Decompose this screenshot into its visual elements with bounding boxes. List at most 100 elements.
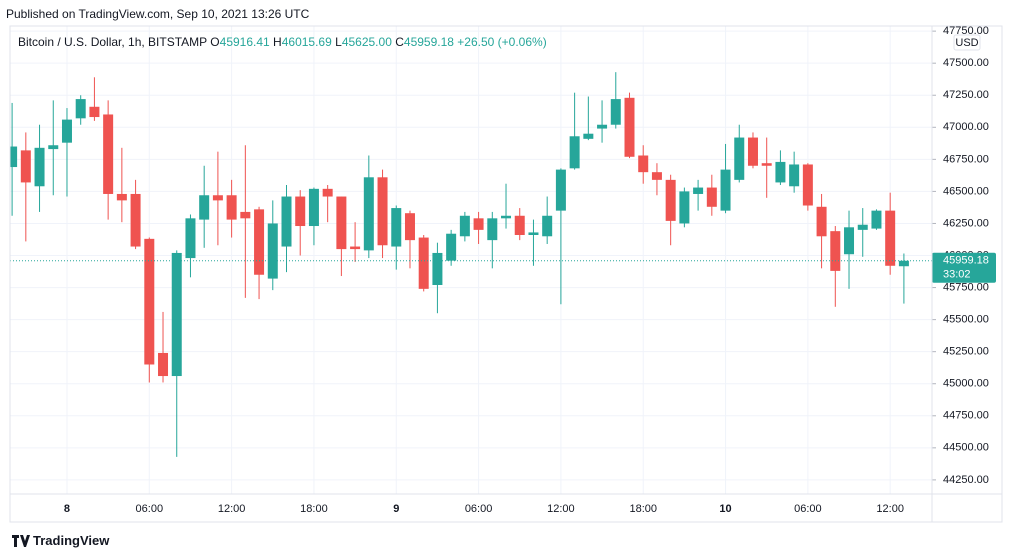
candle-body: [103, 114, 114, 194]
y-tick-label: 46250.00: [943, 217, 989, 229]
published-note: Published on TradingView.com, Sep 10, 20…: [6, 7, 310, 21]
legend-label: H: [273, 35, 282, 49]
legend-value: 45916.41: [219, 35, 270, 49]
candle-body: [501, 215, 512, 219]
candle-body: [281, 196, 292, 247]
legend-label: O: [210, 35, 220, 49]
candle-body: [857, 224, 868, 230]
candles: [10, 72, 932, 457]
grid: [10, 26, 932, 494]
candle-body: [350, 246, 361, 250]
x-tick-label: 12:00: [876, 503, 904, 515]
candle-body: [130, 193, 141, 247]
x-tick-label: 9: [393, 503, 399, 515]
candle-body: [734, 137, 745, 180]
candle-body: [693, 187, 704, 194]
x-tick-label: 8: [64, 503, 70, 515]
logo: [12, 535, 30, 547]
candle-body: [651, 172, 662, 180]
legend-value: 46015.69: [281, 35, 332, 49]
candle-body: [254, 209, 265, 275]
candle-body: [20, 150, 31, 183]
candle-body: [185, 218, 196, 259]
candle-body: [555, 169, 566, 211]
candle-body: [322, 188, 333, 197]
candle-body: [116, 193, 127, 201]
candle-body: [775, 161, 786, 183]
y-tick-label: 44250.00: [943, 474, 989, 486]
x-tick-label: 06:00: [465, 503, 493, 515]
x-tick-label: 06:00: [794, 503, 822, 515]
candle-body: [10, 146, 18, 168]
y-tick-label: 47500.00: [943, 57, 989, 69]
footer-brand: TradingView: [33, 533, 110, 548]
legend-value: 45625.00: [341, 35, 392, 49]
candle-body: [528, 232, 539, 235]
candle-body: [446, 233, 457, 261]
candle-body: [761, 163, 772, 166]
candle-body: [363, 177, 374, 251]
currency-label: USD: [955, 37, 978, 49]
y-tick-label: 47750.00: [943, 25, 989, 37]
candle-body: [789, 164, 800, 187]
candle-body: [418, 237, 429, 289]
candle-body: [720, 169, 731, 211]
legend-label: L: [335, 35, 342, 49]
candle-body: [871, 210, 882, 229]
candle-body: [144, 238, 155, 365]
frame: [9, 25, 1003, 523]
x-tick-label: 18:00: [300, 503, 328, 515]
y-tick-label: 46500.00: [943, 185, 989, 197]
candle-body: [638, 155, 649, 173]
legend-label: C: [395, 35, 404, 49]
last-price-label: 45959.18: [943, 255, 989, 267]
candle-body: [336, 196, 347, 250]
candle-body: [459, 215, 470, 237]
candle-body: [885, 210, 896, 266]
candle-body: [34, 147, 45, 187]
legend-change: +26.50 (+0.06%): [457, 35, 547, 49]
candle-body: [583, 133, 594, 139]
y-tick-label: 45500.00: [943, 314, 989, 326]
candle-body: [48, 145, 59, 150]
candle-body: [514, 215, 525, 235]
candle-body: [158, 352, 169, 377]
y-tick-label: 45250.00: [943, 346, 989, 358]
candle-body: [226, 195, 237, 220]
y-tick-label: 44500.00: [943, 442, 989, 454]
candle-body: [802, 164, 813, 206]
candle-body: [487, 218, 498, 241]
candle-body: [610, 99, 621, 125]
candle-body: [597, 124, 608, 129]
candle-body: [89, 106, 100, 118]
candle-body: [391, 208, 402, 247]
candle-body: [212, 195, 223, 201]
y-tick-label: 47250.00: [943, 89, 989, 101]
y-tick-label: 45750.00: [943, 281, 989, 293]
candle-body: [308, 188, 319, 227]
candle-body: [844, 227, 855, 255]
symbol-title: Bitcoin / U.S. Dollar, 1h, BITSTAMP: [18, 35, 207, 49]
countdown-label: 33:02: [943, 269, 971, 281]
x-tick-label: 12:00: [218, 503, 246, 515]
y-tick-label: 47000.00: [943, 121, 989, 133]
candle-body: [61, 119, 72, 143]
candle-body: [569, 136, 580, 169]
currency-box: [953, 34, 981, 51]
candle-body: [267, 223, 278, 279]
x-tick-label: 18:00: [629, 503, 657, 515]
candle-body: [706, 187, 717, 207]
candle-body: [295, 196, 306, 227]
candle-body: [199, 195, 210, 220]
candle-body: [830, 231, 841, 271]
y-tick-label: 44750.00: [943, 410, 989, 422]
candle-body: [377, 177, 388, 246]
candle-body: [171, 252, 182, 377]
candle-body: [624, 97, 635, 157]
candle-body: [898, 260, 909, 267]
candle-body: [240, 211, 251, 219]
legend-value: 45959.18: [403, 35, 454, 49]
candle-body: [75, 99, 86, 119]
